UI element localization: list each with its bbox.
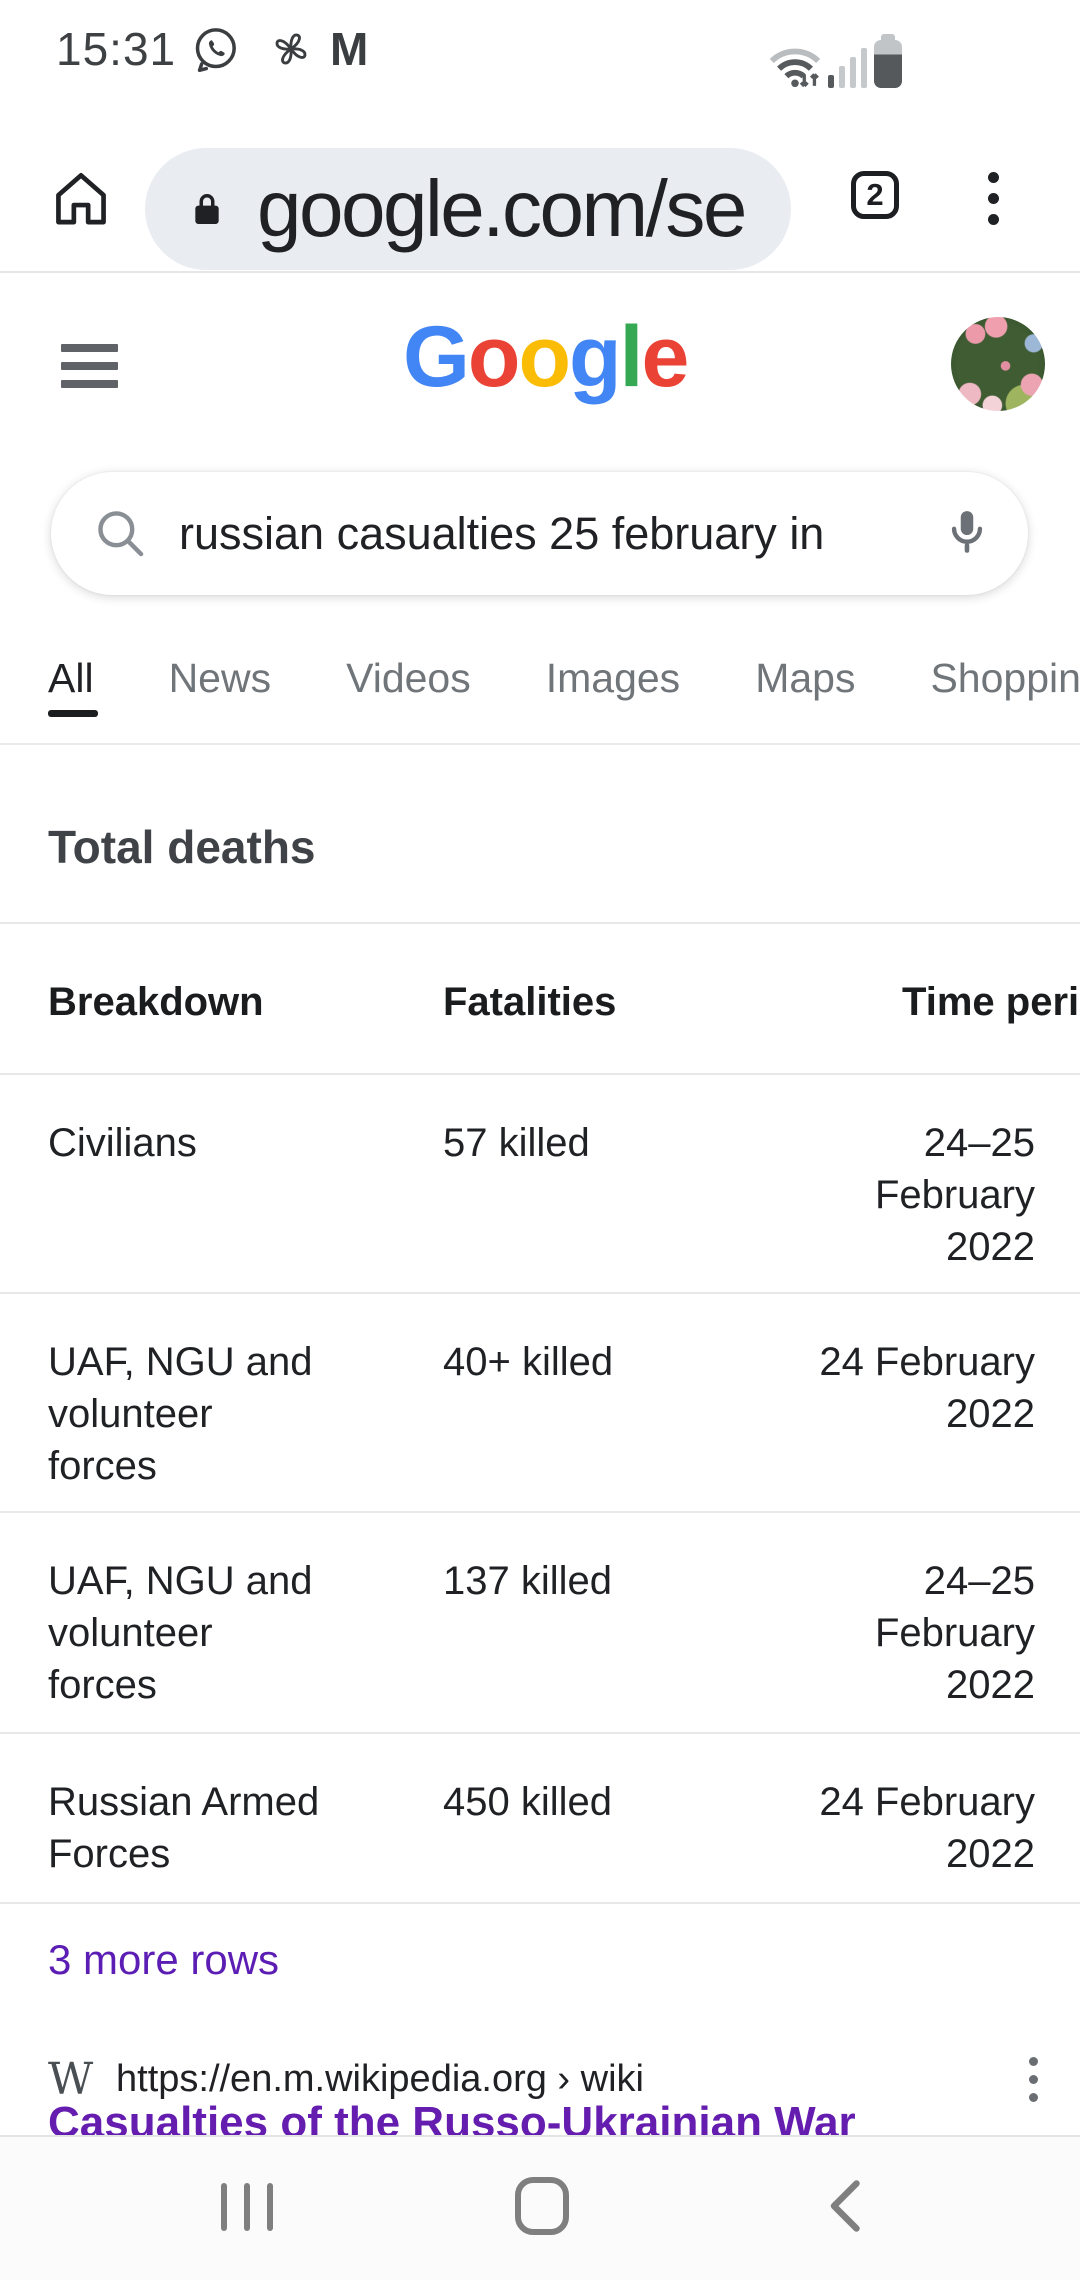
browser-menu-button[interactable] xyxy=(988,162,999,235)
photos-pinwheel-icon xyxy=(268,26,314,72)
cell-period: 24–25 February 2022 xyxy=(874,1121,1035,1269)
logo-letter: o xyxy=(467,309,521,405)
status-clock: 15:31 xyxy=(56,23,177,75)
cell-fatalities: 137 killed xyxy=(443,1559,613,1603)
col-header-fatalities: Fatalities xyxy=(443,980,617,1024)
col-header-period: Time period xyxy=(902,980,1080,1024)
cell-period: 24 February 2022 xyxy=(819,1340,1035,1436)
tab-shopping[interactable]: Shopping xyxy=(930,655,1080,701)
menu-hamburger-button[interactable] xyxy=(61,344,118,398)
chrome-divider xyxy=(0,271,1080,273)
cell-signal-icon xyxy=(828,46,868,88)
back-button[interactable] xyxy=(824,2178,864,2234)
tab-count: 2 xyxy=(866,177,884,212)
search-input[interactable]: russian casualties 25 february in xyxy=(51,472,1028,595)
table-bottom-divider xyxy=(0,1902,1080,1904)
tab-maps[interactable]: Maps xyxy=(755,655,856,701)
cell-breakdown: Russian Armed Forces xyxy=(48,1780,320,1876)
tab-news[interactable]: News xyxy=(168,655,272,701)
wifi-arrows-icon xyxy=(766,40,824,93)
system-nav-bar xyxy=(0,2135,1080,2280)
gmail-icon: M xyxy=(330,23,369,75)
tab-all[interactable]: All xyxy=(48,655,94,701)
lock-icon xyxy=(187,189,227,229)
cell-breakdown: Civilians xyxy=(48,1121,197,1165)
wikipedia-icon: W xyxy=(48,2054,94,2105)
cell-fatalities: 450 killed xyxy=(443,1780,613,1824)
cell-fatalities: 40+ killed xyxy=(443,1340,614,1384)
logo-letter: e xyxy=(641,309,689,405)
mic-icon xyxy=(951,510,983,553)
tab-switcher-button[interactable]: 2 xyxy=(851,171,899,219)
home-button[interactable] xyxy=(48,165,114,233)
home-nav-button[interactable] xyxy=(515,2177,569,2235)
casualties-table: Civilians 57 killed 24–25 February 2022 … xyxy=(0,1073,1080,1904)
url-text: google.com/se xyxy=(257,164,747,253)
more-rows-link[interactable]: 3 more rows xyxy=(48,1936,280,1983)
cell-breakdown: UAF, NGU and volunteer forces xyxy=(48,1340,313,1488)
cell-fatalities: 57 killed xyxy=(443,1121,590,1165)
logo-letter: o xyxy=(518,309,571,405)
home-icon xyxy=(48,165,114,233)
result-url: https://en.m.wikipedia.org › wiki xyxy=(116,2058,644,2100)
table-row: UAF, NGU and volunteer forces 40+ killed… xyxy=(0,1292,1080,1511)
table-row: Russian Armed Forces 450 killed 24 Febru… xyxy=(0,1732,1080,1902)
google-logo: Google xyxy=(403,308,689,407)
battery-icon xyxy=(874,34,902,88)
tab-images[interactable]: Images xyxy=(545,655,681,701)
table-row: Civilians 57 killed 24–25 February 2022 xyxy=(0,1073,1080,1292)
search-icon xyxy=(93,506,149,562)
search-query-text: russian casualties 25 february in xyxy=(179,507,825,559)
logo-letter: G xyxy=(403,309,470,405)
tab-videos[interactable]: Videos xyxy=(346,655,471,701)
address-bar[interactable]: google.com/se xyxy=(145,148,791,270)
cell-period: 24–25 February 2022 xyxy=(874,1559,1035,1707)
cell-period: 24 February 2022 xyxy=(819,1780,1035,1876)
result-source-row[interactable]: W https://en.m.wikipedia.org › wiki xyxy=(48,2048,1038,2111)
section-title: Total deaths xyxy=(48,821,316,873)
cell-breakdown: UAF, NGU and volunteer forces xyxy=(48,1559,313,1707)
table-header-row: Breakdown Fatalities Time period xyxy=(0,922,1080,1025)
col-header-breakdown: Breakdown xyxy=(48,980,264,1024)
tabs-divider xyxy=(0,743,1080,745)
recents-icon xyxy=(221,2183,227,2231)
search-tabs: All News Videos Images Maps Shopping xyxy=(0,645,1080,743)
back-chevron-icon xyxy=(830,2180,860,2232)
logo-letter: g xyxy=(569,309,622,405)
result-menu-button[interactable] xyxy=(1029,2048,1038,2111)
table-row: UAF, NGU and volunteer forces 137 killed… xyxy=(0,1511,1080,1732)
active-tab-underline xyxy=(48,710,98,717)
mic-button[interactable] xyxy=(942,504,992,564)
logo-letter: l xyxy=(619,309,644,405)
profile-avatar[interactable] xyxy=(951,317,1045,411)
whatsapp-icon xyxy=(190,24,240,74)
recents-button[interactable] xyxy=(221,2183,273,2231)
